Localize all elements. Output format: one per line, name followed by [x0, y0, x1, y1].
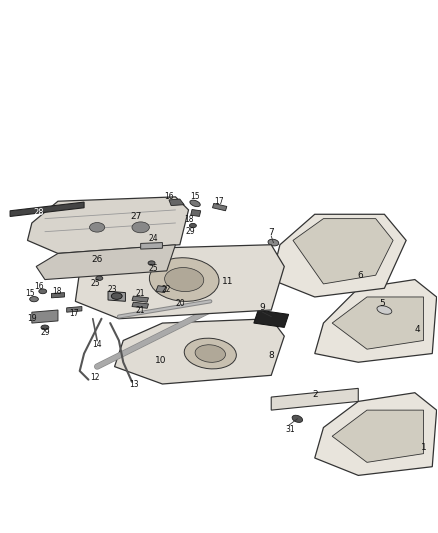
Ellipse shape [96, 276, 103, 280]
Text: 27: 27 [131, 212, 142, 221]
Ellipse shape [39, 289, 47, 294]
Text: 18: 18 [53, 287, 62, 296]
Text: 17: 17 [70, 309, 79, 318]
Text: 25: 25 [148, 264, 158, 273]
Polygon shape [156, 286, 167, 293]
Polygon shape [315, 393, 437, 475]
Polygon shape [10, 202, 84, 216]
Text: 12: 12 [90, 373, 100, 382]
Text: 9: 9 [260, 303, 265, 312]
Ellipse shape [111, 293, 122, 300]
Text: 7: 7 [268, 228, 274, 237]
Text: 14: 14 [92, 341, 102, 349]
Polygon shape [36, 245, 176, 279]
Text: 17: 17 [214, 197, 224, 206]
Ellipse shape [190, 200, 200, 207]
Ellipse shape [292, 415, 303, 423]
Text: 20: 20 [175, 299, 185, 308]
Polygon shape [212, 204, 227, 211]
Text: 28: 28 [33, 208, 44, 217]
Polygon shape [315, 279, 437, 362]
Polygon shape [271, 214, 406, 297]
Polygon shape [271, 389, 358, 410]
Text: 19: 19 [27, 314, 37, 323]
Text: 4: 4 [414, 325, 420, 334]
Text: 22: 22 [161, 285, 171, 294]
Polygon shape [141, 243, 162, 249]
Polygon shape [51, 293, 64, 298]
Polygon shape [132, 302, 148, 308]
Ellipse shape [189, 223, 196, 228]
Text: 21: 21 [136, 305, 145, 314]
Polygon shape [191, 209, 201, 216]
Polygon shape [332, 410, 424, 462]
Polygon shape [254, 310, 289, 327]
Ellipse shape [148, 261, 155, 265]
Ellipse shape [89, 223, 105, 232]
Ellipse shape [149, 258, 219, 301]
Ellipse shape [132, 222, 149, 233]
Ellipse shape [165, 268, 204, 292]
Ellipse shape [195, 345, 226, 362]
Polygon shape [132, 296, 148, 302]
Text: 23: 23 [108, 285, 117, 294]
Text: 10: 10 [155, 356, 166, 365]
Text: 16: 16 [35, 281, 44, 290]
Ellipse shape [184, 338, 237, 369]
Text: 15: 15 [25, 289, 35, 298]
Ellipse shape [30, 296, 39, 302]
Text: 26: 26 [92, 255, 103, 264]
Text: 15: 15 [190, 192, 200, 201]
Text: 24: 24 [148, 233, 158, 243]
Polygon shape [169, 199, 184, 206]
Text: 16: 16 [164, 192, 174, 201]
Polygon shape [67, 306, 82, 312]
Text: 29: 29 [40, 328, 50, 337]
Polygon shape [75, 245, 284, 319]
Polygon shape [108, 292, 125, 301]
Polygon shape [293, 219, 393, 284]
Text: 25: 25 [90, 279, 100, 288]
Text: 6: 6 [357, 271, 364, 280]
Text: 5: 5 [379, 299, 385, 308]
Text: 2: 2 [312, 390, 318, 399]
Polygon shape [32, 310, 58, 323]
Text: 18: 18 [185, 215, 194, 224]
Text: 11: 11 [222, 277, 233, 286]
Text: 31: 31 [286, 425, 295, 434]
Polygon shape [115, 319, 284, 384]
Text: 8: 8 [268, 351, 274, 360]
Text: 13: 13 [129, 381, 139, 390]
Ellipse shape [268, 239, 279, 246]
Text: 21: 21 [136, 289, 145, 298]
Ellipse shape [377, 306, 392, 314]
Ellipse shape [41, 325, 49, 330]
Polygon shape [332, 297, 424, 349]
Text: 1: 1 [420, 442, 427, 451]
Polygon shape [28, 197, 188, 254]
Text: 29: 29 [186, 227, 195, 236]
